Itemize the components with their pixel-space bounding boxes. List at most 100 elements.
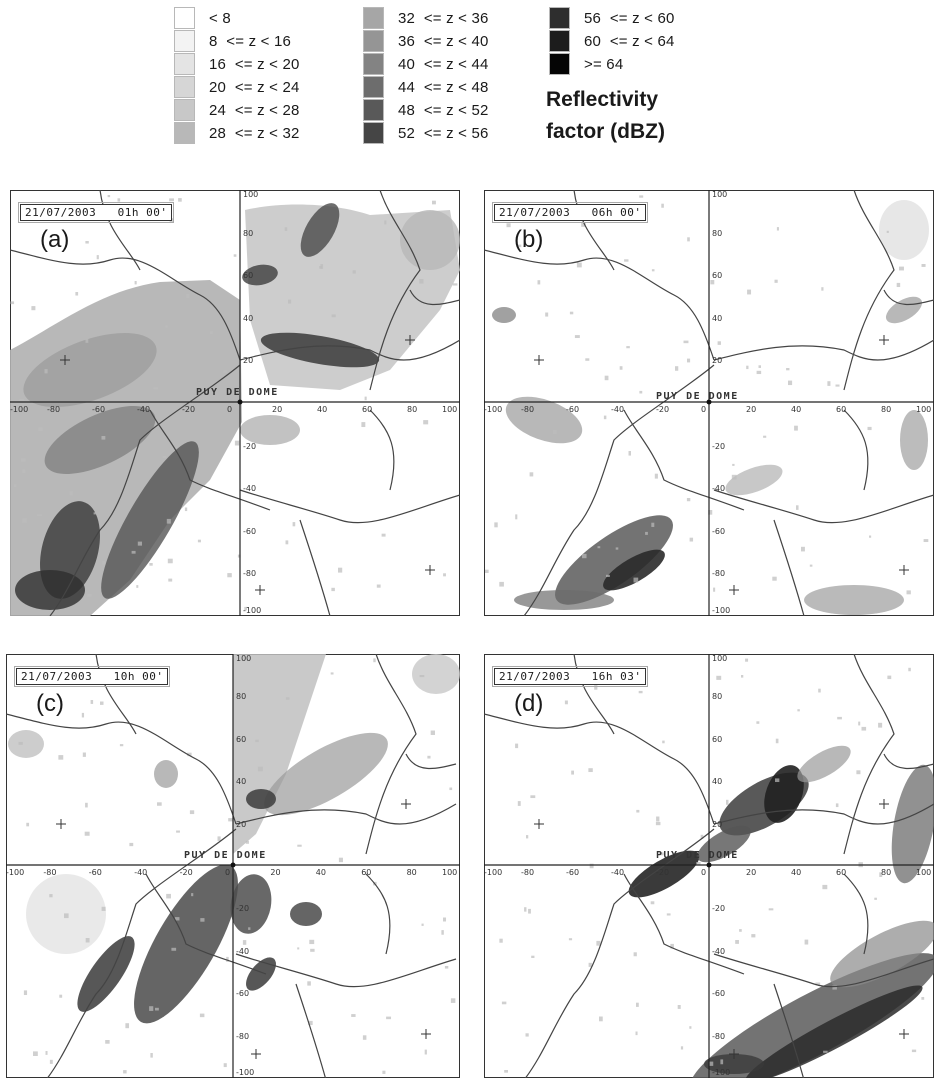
echo-speck xyxy=(651,269,655,272)
panel-label-a: (a) xyxy=(40,226,70,253)
echo-speck xyxy=(758,365,762,368)
echo-speck xyxy=(735,940,739,944)
echo-speck xyxy=(319,266,322,269)
echo-speck xyxy=(775,738,779,744)
plus-marker xyxy=(899,565,909,575)
echo-cell xyxy=(300,203,340,257)
echo-speck xyxy=(157,802,162,806)
border-line xyxy=(369,190,421,391)
echo-speck xyxy=(739,929,742,932)
echo-speck xyxy=(189,810,195,815)
echo-speck xyxy=(751,934,756,938)
echo-speck xyxy=(585,358,590,361)
x-tick-label: -100 xyxy=(484,868,503,877)
x-tick-label: -40 xyxy=(134,868,148,877)
echo-speck xyxy=(638,690,643,694)
legend-label: 44 <= z < 48 xyxy=(398,79,489,96)
echo-speck xyxy=(184,507,188,512)
border-line xyxy=(573,190,615,271)
echo-speck xyxy=(450,998,456,1003)
echo-speck xyxy=(58,755,64,760)
echo-speck xyxy=(896,282,901,288)
border-line xyxy=(235,953,457,988)
echo-cell xyxy=(8,730,44,758)
echo-speck xyxy=(331,587,335,592)
echo-speck xyxy=(921,264,926,267)
legend-swatch xyxy=(549,7,570,29)
echo-speck xyxy=(639,390,643,394)
legend-label: < 8 xyxy=(209,10,231,27)
plus-marker xyxy=(729,1049,739,1059)
echo-speck xyxy=(443,573,446,577)
x-tick-label: 0 xyxy=(701,868,707,877)
echo-speck xyxy=(858,721,861,726)
echo-speck xyxy=(441,930,444,935)
plus-marker xyxy=(879,335,889,345)
echo-speck xyxy=(134,281,137,285)
echo-speck xyxy=(908,667,911,672)
legend-title-line-2: factor (dBZ) xyxy=(546,120,665,143)
timestamp-a: 21/07/2003 01h 00' xyxy=(17,202,175,223)
echo-speck xyxy=(186,293,190,299)
echo-speck xyxy=(576,262,582,268)
echo-speck xyxy=(745,658,749,662)
echo-cell xyxy=(492,307,516,323)
echo-speck xyxy=(245,840,249,844)
legend-swatch xyxy=(174,53,195,75)
echo-cell xyxy=(242,264,278,286)
echo-cell xyxy=(412,654,460,694)
echo-speck xyxy=(827,381,831,386)
legend-swatch xyxy=(549,53,570,75)
x-tick-label: 60 xyxy=(361,868,372,877)
legend-label: 28 <= z < 32 xyxy=(209,125,300,142)
echo-speck xyxy=(596,940,601,946)
echo-speck xyxy=(717,341,721,345)
echo-speck xyxy=(531,955,535,958)
echo-speck xyxy=(85,338,89,343)
echo-speck xyxy=(382,1070,386,1074)
echo-speck xyxy=(835,384,840,387)
x-tick-label: -20 xyxy=(656,405,670,414)
echo-speck xyxy=(619,366,623,370)
echo-speck xyxy=(452,283,458,286)
echo-speck xyxy=(615,547,619,550)
echo-speck xyxy=(373,658,376,663)
echo-cell xyxy=(246,957,276,991)
echo-speck xyxy=(606,574,610,577)
echo-speck xyxy=(423,420,429,425)
y-tick-label: 40 xyxy=(712,777,723,787)
x-tick-label: -60 xyxy=(88,868,102,877)
echo-speck xyxy=(639,195,644,198)
border-line xyxy=(843,190,895,391)
y-tick-label: -40 xyxy=(243,484,257,494)
legend-label: 24 <= z < 28 xyxy=(209,102,300,119)
echo-cell xyxy=(628,850,700,898)
echo-cell xyxy=(264,732,388,816)
echo-speck xyxy=(804,939,809,945)
echo-cell xyxy=(830,920,934,988)
y-tick-label: 20 xyxy=(712,819,723,829)
timestamp-d: 21/07/2003 16h 03' xyxy=(491,666,649,687)
x-tick-label: 100 xyxy=(442,868,458,877)
y-tick-label: -20 xyxy=(712,441,726,451)
echo-speck xyxy=(599,1016,603,1022)
echo-speck xyxy=(680,1046,684,1050)
echo-speck xyxy=(906,590,911,595)
plus-marker xyxy=(401,799,411,809)
y-tick-label: -100 xyxy=(243,606,262,615)
echo-speck xyxy=(763,435,767,438)
legend-title-line-1: Reflectivity xyxy=(546,88,659,111)
echo-cell xyxy=(745,985,923,1078)
echo-speck xyxy=(708,1061,714,1066)
y-tick-label: 80 xyxy=(712,228,723,238)
echo-speck xyxy=(732,463,735,466)
echo-speck xyxy=(257,766,263,772)
echo-speck xyxy=(49,1059,53,1064)
echo-speck xyxy=(655,821,661,826)
x-tick-label: 100 xyxy=(916,868,932,877)
echo-speck xyxy=(150,1053,153,1058)
echo-speck xyxy=(772,576,777,581)
x-tick-label: -20 xyxy=(182,405,196,414)
echo-speck xyxy=(861,726,867,731)
echo-speck xyxy=(364,396,367,401)
